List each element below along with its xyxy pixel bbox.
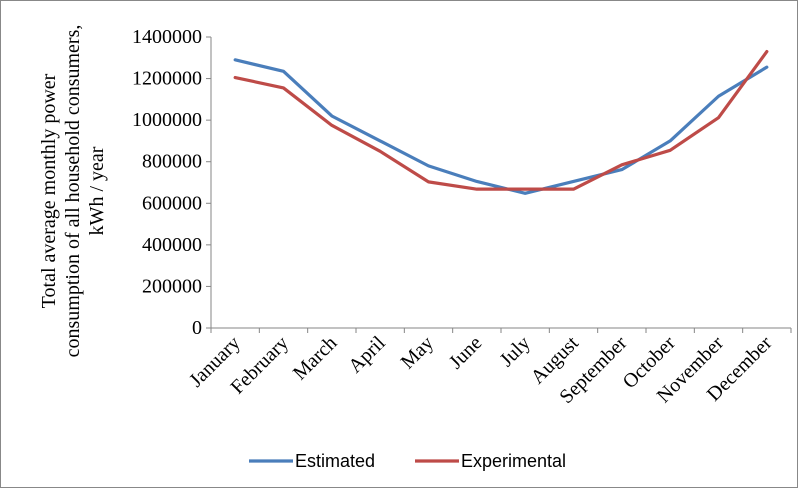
y-tick-label: 0: [192, 317, 202, 339]
y-axis-label-line: Total average monthly power: [38, 73, 60, 308]
x-tick-label: April: [344, 332, 390, 378]
series-line-estimated: [233, 58, 769, 195]
series-line-experimental: [233, 49, 769, 191]
y-tick-label: 200000: [142, 275, 202, 297]
y-tick-label: 400000: [142, 234, 202, 256]
y-tick-labels: 0 200000 400000 600000 800000 1000000 1200000 1…: [132, 26, 202, 339]
y-tick-label: 600000: [142, 192, 202, 214]
series-lines: [233, 49, 769, 195]
y-tick-label: 1200000: [132, 68, 202, 90]
y-axis-label: Total average monthly power consumption o…: [38, 25, 108, 358]
legend-label-estimated: Estimated: [295, 451, 375, 471]
y-axis-label-line: kWh / year: [86, 146, 108, 235]
axes: [206, 36, 792, 333]
legend: Estimated Experimental: [249, 451, 566, 471]
x-tick-label: March: [289, 332, 341, 384]
y-tick-label: 1000000: [132, 109, 202, 131]
y-tick-label: 1400000: [132, 26, 202, 48]
x-tick-label: July: [496, 332, 535, 371]
x-tick-label: June: [445, 332, 487, 374]
y-axis-label-line: consumption of all household consumers,: [62, 25, 84, 358]
y-tick-label: 800000: [142, 151, 202, 173]
legend-label-experimental: Experimental: [461, 451, 566, 471]
x-tick-label: May: [397, 332, 438, 373]
